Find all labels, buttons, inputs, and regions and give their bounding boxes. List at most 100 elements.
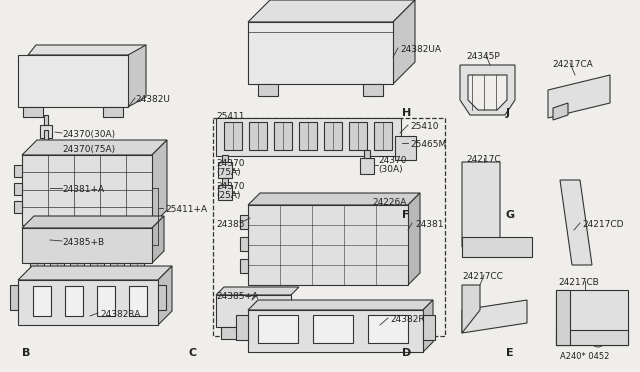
Bar — [368, 315, 408, 343]
Polygon shape — [18, 55, 128, 107]
Bar — [216, 118, 401, 156]
Polygon shape — [222, 178, 228, 185]
Polygon shape — [548, 75, 610, 118]
Text: 24381+A: 24381+A — [62, 185, 104, 194]
Polygon shape — [248, 22, 393, 84]
Polygon shape — [468, 75, 507, 110]
Circle shape — [572, 90, 584, 102]
Text: C: C — [189, 348, 197, 358]
Polygon shape — [40, 140, 52, 153]
Polygon shape — [218, 162, 232, 178]
Text: 24217C: 24217C — [466, 155, 500, 164]
Polygon shape — [44, 115, 48, 125]
Polygon shape — [240, 259, 248, 273]
Circle shape — [592, 331, 604, 343]
Circle shape — [465, 295, 475, 305]
Text: 25410: 25410 — [410, 122, 438, 131]
Text: 24385+A: 24385+A — [216, 292, 258, 301]
Polygon shape — [462, 300, 527, 333]
Polygon shape — [240, 215, 248, 229]
Polygon shape — [216, 287, 299, 295]
Polygon shape — [560, 180, 592, 265]
Text: 25465M: 25465M — [410, 140, 446, 149]
Polygon shape — [28, 45, 146, 55]
Text: 24217CA: 24217CA — [552, 60, 593, 69]
Polygon shape — [70, 263, 84, 275]
Circle shape — [375, 210, 389, 224]
Polygon shape — [152, 140, 167, 225]
Polygon shape — [22, 228, 152, 263]
Text: 24370: 24370 — [378, 156, 406, 165]
Bar — [349, 122, 367, 150]
Text: 24370(30A): 24370(30A) — [62, 130, 115, 139]
Circle shape — [591, 333, 605, 347]
Polygon shape — [556, 290, 570, 345]
Polygon shape — [40, 125, 52, 138]
Text: G: G — [506, 210, 515, 220]
Polygon shape — [240, 237, 248, 251]
Circle shape — [474, 185, 488, 199]
Text: D: D — [402, 348, 411, 358]
Polygon shape — [22, 155, 152, 225]
Bar — [221, 327, 237, 339]
Polygon shape — [556, 330, 628, 345]
Text: 24370(75A): 24370(75A) — [62, 145, 115, 154]
Polygon shape — [408, 193, 420, 285]
Circle shape — [261, 210, 275, 224]
Polygon shape — [248, 205, 408, 285]
Text: 24217CC: 24217CC — [462, 272, 503, 281]
Circle shape — [564, 186, 576, 198]
Polygon shape — [22, 216, 164, 228]
Polygon shape — [22, 140, 167, 155]
Text: 24217CD: 24217CD — [582, 220, 623, 229]
Text: 24370: 24370 — [216, 159, 244, 168]
Bar — [274, 122, 292, 150]
Circle shape — [337, 210, 351, 224]
Bar — [245, 327, 261, 339]
Text: (30A): (30A) — [378, 165, 403, 174]
Polygon shape — [10, 285, 18, 310]
Text: 24382UA: 24382UA — [400, 45, 441, 54]
Circle shape — [499, 310, 509, 320]
Text: 24345P: 24345P — [466, 52, 500, 61]
Bar — [258, 315, 298, 343]
Text: 24381: 24381 — [415, 220, 444, 229]
Polygon shape — [50, 263, 64, 275]
Polygon shape — [556, 290, 628, 345]
Polygon shape — [460, 65, 515, 115]
Bar — [65, 286, 83, 316]
Polygon shape — [364, 150, 370, 158]
Polygon shape — [18, 280, 158, 325]
Bar — [97, 286, 115, 316]
Polygon shape — [248, 310, 423, 352]
Polygon shape — [248, 193, 420, 205]
Bar — [423, 315, 435, 340]
Polygon shape — [14, 201, 22, 213]
Text: (75A): (75A) — [216, 168, 241, 177]
Bar — [224, 122, 242, 150]
Polygon shape — [44, 130, 48, 140]
Text: 24226A: 24226A — [372, 198, 406, 207]
Text: 24370: 24370 — [216, 182, 244, 191]
Polygon shape — [423, 300, 433, 352]
Polygon shape — [360, 158, 374, 174]
Polygon shape — [462, 285, 480, 333]
Polygon shape — [363, 84, 383, 96]
Bar — [313, 315, 353, 343]
Bar — [129, 286, 147, 316]
Polygon shape — [18, 266, 172, 280]
Polygon shape — [395, 136, 416, 160]
Text: (25A): (25A) — [216, 191, 241, 200]
Text: H: H — [402, 108, 411, 118]
Text: 24385+B: 24385+B — [62, 238, 104, 247]
Polygon shape — [90, 263, 104, 275]
Bar — [236, 315, 248, 340]
Polygon shape — [248, 0, 415, 22]
Text: F: F — [402, 210, 410, 220]
Polygon shape — [158, 285, 166, 310]
Polygon shape — [553, 103, 568, 120]
Polygon shape — [218, 185, 232, 200]
Polygon shape — [158, 266, 172, 325]
Bar — [213, 118, 445, 336]
Circle shape — [576, 247, 588, 259]
